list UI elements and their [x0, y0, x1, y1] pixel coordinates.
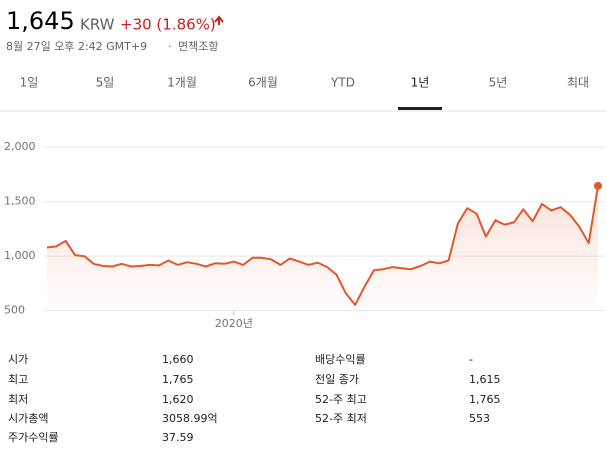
- tab-bar: 1일 5일 1개월 6개월 YTD 1년 5년 최대: [20, 76, 589, 110]
- stat-value: 1,620: [162, 393, 194, 406]
- stat-label: 주가수익률: [8, 431, 59, 444]
- stat-label: 최저: [8, 393, 28, 406]
- stat-label: 시가총액: [8, 412, 48, 425]
- stat-value: 1,615: [469, 373, 501, 386]
- stat-value: 1,765: [469, 393, 501, 406]
- price: 1,645: [6, 7, 75, 35]
- price-line: [46, 185, 599, 306]
- price-change: +30 (1.86%): [120, 16, 216, 34]
- last-point: [594, 181, 602, 190]
- stat-value: -: [469, 353, 473, 366]
- stat-label: 전일 종가: [315, 372, 359, 386]
- stats-table: 시가 1,660 배당수익률 - 최고 1,765 전일 종가 1,615 최저 1,620 52-…: [8, 353, 501, 444]
- separator-dot: ·: [168, 40, 172, 53]
- area-fill: [47, 185, 598, 315]
- y-tick-label: 500: [4, 304, 25, 317]
- stat-label: 52-주 최고: [315, 393, 367, 406]
- stat-value: 553: [469, 412, 490, 425]
- stat-value: 37.59: [162, 431, 194, 444]
- tab[interactable]: 5년: [489, 76, 508, 90]
- stat-label: 최고: [8, 373, 28, 386]
- up-arrow: [214, 15, 224, 25]
- y-tick-label: 2,000: [4, 140, 36, 153]
- currency: KRW: [80, 16, 115, 34]
- tab[interactable]: YTD: [330, 76, 355, 90]
- tab[interactable]: 1개월: [167, 76, 197, 90]
- tab-indicator: [398, 107, 442, 110]
- timestamp: 8월 27일 오후 2:42 GMT+9: [6, 39, 147, 53]
- y-tick-label: 1,500: [4, 195, 36, 208]
- stat-value: 3058.99억: [162, 412, 218, 425]
- stat-label: 배당수익률: [315, 353, 366, 366]
- tab[interactable]: 6개월: [248, 76, 278, 90]
- x-tick-label: 2020년: [215, 317, 253, 330]
- tab[interactable]: 1일: [20, 76, 39, 90]
- stat-label: 시가: [8, 353, 28, 366]
- stat-value: 1,660: [162, 353, 194, 366]
- tab[interactable]: 1년: [411, 76, 430, 90]
- disclaimer-link[interactable]: 면책조항: [178, 40, 218, 53]
- stat-value: 1,765: [162, 373, 194, 386]
- y-tick-label: 1,000: [4, 249, 36, 262]
- tab[interactable]: 최대: [567, 76, 589, 90]
- stat-label: 52-주 최저: [315, 412, 367, 425]
- tab[interactable]: 5일: [96, 76, 115, 90]
- chart: 2,000 1,500 1,000 500 2020년: [4, 140, 605, 330]
